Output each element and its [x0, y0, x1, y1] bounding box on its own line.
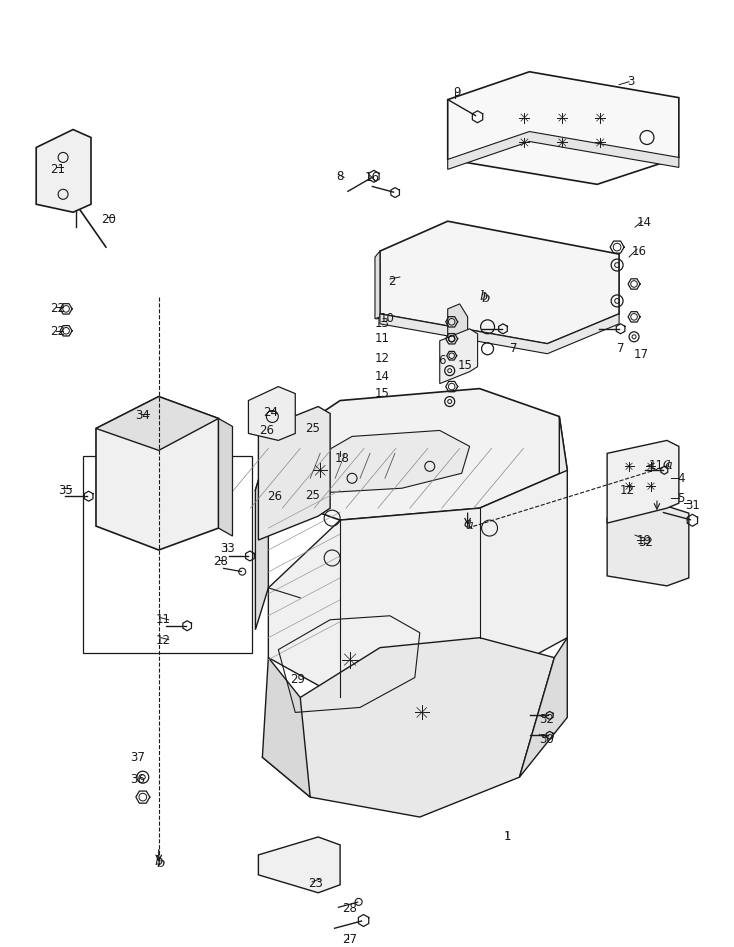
Text: 37: 37: [131, 751, 145, 763]
Text: 13: 13: [374, 317, 389, 331]
Polygon shape: [440, 329, 478, 384]
Text: a: a: [465, 519, 473, 531]
Text: 36: 36: [131, 773, 145, 786]
Text: 12: 12: [155, 634, 170, 647]
Text: 18: 18: [335, 452, 349, 465]
Text: 31: 31: [686, 499, 700, 511]
Text: 17: 17: [633, 348, 649, 361]
Text: 33: 33: [220, 542, 235, 555]
Polygon shape: [258, 837, 340, 893]
Polygon shape: [262, 637, 554, 817]
Text: 29: 29: [290, 673, 305, 686]
Polygon shape: [375, 251, 380, 319]
Text: a: a: [663, 456, 671, 470]
Text: 7: 7: [509, 342, 517, 355]
Text: 32: 32: [639, 536, 653, 548]
Text: 27: 27: [343, 933, 357, 946]
Polygon shape: [248, 386, 295, 440]
Text: 25: 25: [305, 489, 319, 502]
Text: 20: 20: [101, 213, 117, 225]
Polygon shape: [448, 132, 679, 170]
Polygon shape: [36, 130, 91, 212]
Polygon shape: [380, 222, 619, 344]
Text: 26: 26: [259, 424, 274, 437]
Text: 9: 9: [453, 86, 460, 99]
Polygon shape: [262, 657, 310, 797]
Text: 8: 8: [336, 170, 344, 183]
Polygon shape: [305, 431, 470, 493]
Polygon shape: [96, 397, 219, 550]
Text: 35: 35: [58, 484, 73, 497]
Text: 19: 19: [636, 533, 652, 546]
Text: 26: 26: [267, 490, 282, 503]
Text: 15: 15: [457, 359, 472, 372]
Text: b: b: [156, 857, 165, 870]
Text: 30: 30: [539, 733, 553, 746]
Text: 1: 1: [504, 831, 512, 844]
Text: b: b: [154, 855, 163, 868]
Polygon shape: [559, 417, 567, 637]
Text: 3: 3: [628, 75, 635, 88]
Polygon shape: [219, 419, 233, 536]
Polygon shape: [258, 406, 330, 540]
Text: 11: 11: [648, 458, 664, 472]
Text: 21: 21: [51, 163, 65, 176]
Text: 11: 11: [155, 614, 170, 626]
Polygon shape: [448, 304, 468, 359]
Text: 6: 6: [438, 354, 446, 367]
Text: a: a: [665, 458, 673, 472]
Text: 22: 22: [51, 302, 65, 315]
Polygon shape: [448, 72, 679, 185]
Polygon shape: [269, 471, 567, 698]
Text: 22: 22: [51, 326, 65, 338]
Text: 14: 14: [374, 370, 390, 384]
Text: 12: 12: [374, 352, 390, 366]
Text: b: b: [479, 291, 488, 303]
Text: 12: 12: [619, 484, 635, 497]
Text: b: b: [482, 293, 490, 306]
Text: 23: 23: [308, 877, 323, 890]
Polygon shape: [96, 397, 219, 451]
Text: 34: 34: [135, 409, 150, 422]
Text: 16: 16: [631, 244, 647, 258]
Text: 28: 28: [213, 556, 228, 568]
Polygon shape: [607, 506, 688, 586]
Text: 10: 10: [379, 313, 394, 326]
Polygon shape: [255, 448, 269, 630]
Text: 4: 4: [677, 472, 685, 485]
Text: 24: 24: [263, 406, 278, 419]
Text: a: a: [464, 517, 471, 529]
Text: 25: 25: [305, 422, 319, 435]
Polygon shape: [255, 388, 567, 520]
Polygon shape: [380, 313, 619, 354]
Text: 15: 15: [374, 387, 389, 400]
Text: 14: 14: [636, 216, 652, 228]
Text: 11: 11: [374, 332, 390, 346]
Text: 28: 28: [343, 902, 357, 915]
Text: 2: 2: [388, 276, 396, 289]
Polygon shape: [607, 440, 679, 523]
Text: 7: 7: [617, 342, 625, 355]
Polygon shape: [520, 637, 567, 777]
Text: 32: 32: [539, 713, 553, 726]
Text: 5: 5: [677, 491, 685, 505]
Text: 16: 16: [365, 170, 379, 184]
